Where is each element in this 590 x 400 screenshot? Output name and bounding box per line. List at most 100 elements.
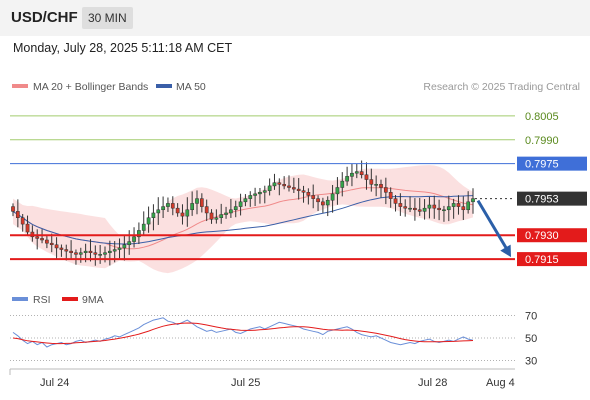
candle <box>335 177 340 205</box>
candle <box>141 211 146 236</box>
candle <box>25 215 30 236</box>
legend-ma20-swatch <box>12 84 28 88</box>
level-tag <box>517 156 587 171</box>
legend-ma50-swatch <box>156 84 172 88</box>
x-tick-aug4: Aug 4 <box>486 377 515 389</box>
candle <box>383 177 388 205</box>
candle <box>301 185 306 203</box>
candle <box>461 196 466 220</box>
level-label: 0.7953 <box>525 194 559 206</box>
candle <box>403 199 408 217</box>
candle <box>195 190 199 215</box>
candle <box>427 196 432 219</box>
ma50-line <box>12 195 474 245</box>
timeframe-button[interactable]: 30 MIN <box>82 7 133 29</box>
candle <box>306 188 311 205</box>
legend-9ma-label: 9MA <box>82 294 104 306</box>
candle <box>451 198 456 219</box>
level-resistance-2: 0.7975 <box>10 156 587 171</box>
candle <box>214 209 219 224</box>
candle <box>258 187 262 204</box>
candle <box>398 193 403 216</box>
candle <box>74 249 78 265</box>
level-target-1: 0.7990 <box>10 135 559 147</box>
candle <box>364 162 369 190</box>
candle <box>471 188 475 214</box>
candle <box>40 229 44 244</box>
candle <box>204 199 209 222</box>
candle <box>59 244 64 257</box>
candle <box>262 185 267 204</box>
candle <box>413 198 417 221</box>
candle <box>190 191 195 216</box>
rsi-tick-label: 30 <box>525 355 537 367</box>
candle <box>11 203 15 217</box>
candle <box>137 222 141 244</box>
candle <box>291 177 296 194</box>
level-label: 0.7930 <box>525 230 559 242</box>
level-tag <box>517 191 587 206</box>
candle <box>166 197 170 212</box>
rsi-panel: 70 50 30 <box>10 311 537 367</box>
candle <box>417 197 422 216</box>
x-tick-jul25: Jul 25 <box>231 377 260 389</box>
candle <box>354 163 359 179</box>
candle <box>408 196 412 213</box>
level-label: 0.7990 <box>525 135 559 147</box>
candle <box>388 187 393 208</box>
candle <box>175 203 180 217</box>
x-tick-jul24: Jul 24 <box>40 377 69 389</box>
candle <box>253 187 257 207</box>
candle <box>466 191 471 214</box>
candle <box>107 240 112 266</box>
candle <box>350 163 354 187</box>
candle <box>422 199 427 220</box>
level-support-4: 0.7930 <box>10 228 587 243</box>
candle <box>88 239 93 262</box>
candle <box>132 227 136 248</box>
candle <box>146 206 151 233</box>
candle <box>20 213 25 232</box>
candle <box>156 197 161 225</box>
candle <box>296 178 301 200</box>
level-label: 0.8005 <box>525 111 559 123</box>
candle <box>243 194 248 207</box>
candle <box>224 206 228 219</box>
candle <box>267 178 272 196</box>
candle <box>93 245 98 266</box>
legend-ma50-label: MA 50 <box>176 81 206 93</box>
candle <box>446 195 451 222</box>
candle <box>238 193 243 216</box>
candle <box>170 196 175 216</box>
candle <box>185 197 190 227</box>
candle <box>209 209 214 224</box>
candle <box>374 175 379 197</box>
legend-rsi-swatch <box>12 297 28 301</box>
rsi-tick-label: 50 <box>525 333 537 345</box>
candle <box>442 205 446 222</box>
candle <box>233 200 238 218</box>
rsi-tick-label: 70 <box>525 311 537 323</box>
candle <box>340 172 345 197</box>
legend-9ma-swatch <box>62 297 78 301</box>
candle <box>456 195 461 215</box>
candle <box>122 236 127 261</box>
candle <box>248 191 253 207</box>
candle <box>35 229 40 250</box>
candle <box>64 244 69 261</box>
level-label: 0.7915 <box>525 254 559 266</box>
level-current-3: 0.7953 <box>475 191 587 206</box>
x-tick-jul28: Jul 28 <box>418 377 447 389</box>
candle <box>282 176 287 190</box>
candle <box>219 203 224 224</box>
rsi-ma-line <box>12 322 474 345</box>
candle <box>437 199 441 221</box>
candle <box>151 204 156 231</box>
candle <box>432 195 437 219</box>
level-target-0: 0.8005 <box>10 111 559 123</box>
candle <box>393 195 398 212</box>
candle <box>229 198 233 218</box>
candle <box>316 195 320 212</box>
level-tag <box>517 252 587 267</box>
